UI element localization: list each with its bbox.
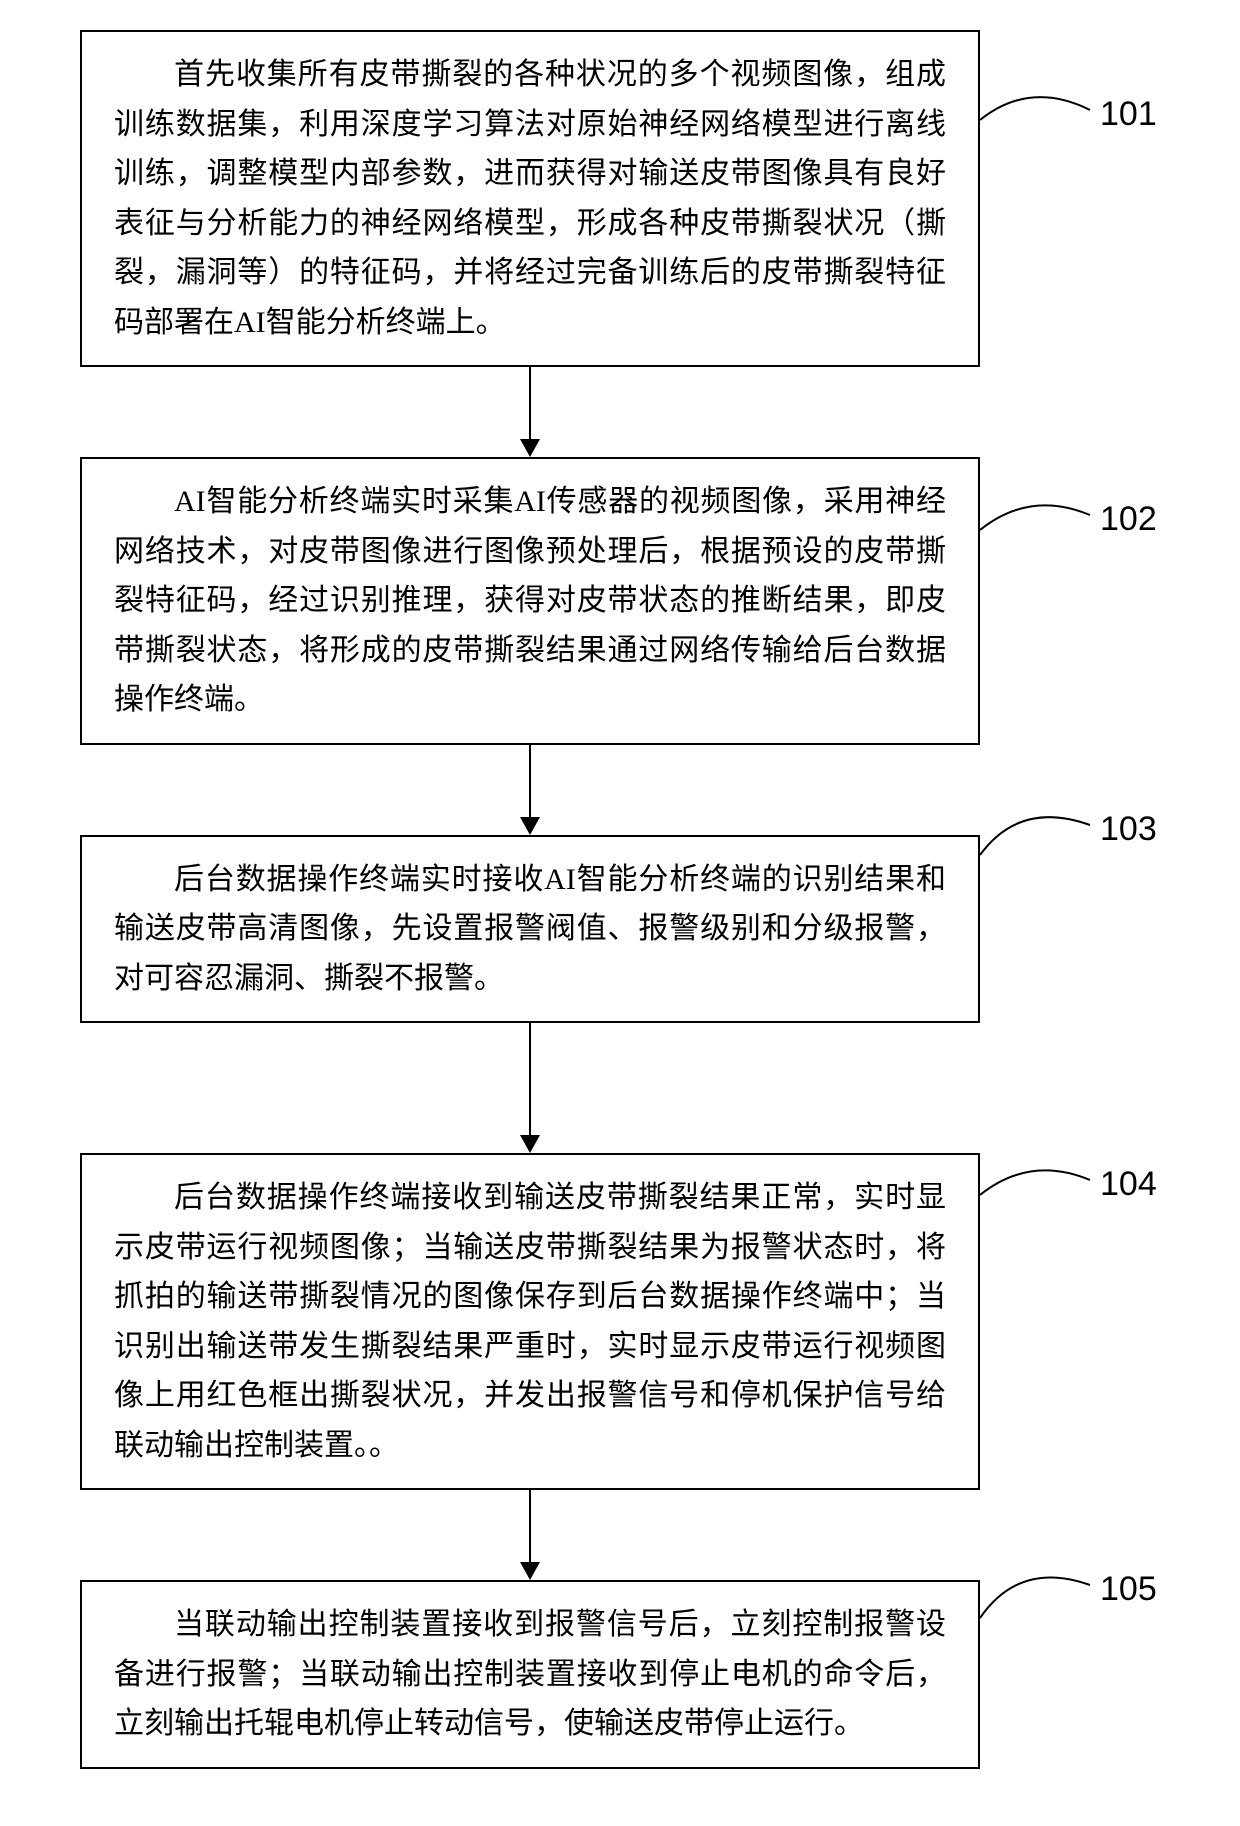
flowchart-node-104: 后台数据操作终端接收到输送皮带撕裂结果正常，实时显示皮带运行视频图像；当输送皮带…	[80, 1153, 980, 1490]
node-label-105: 105	[1100, 1570, 1157, 1609]
node-text: 首先收集所有皮带撕裂的各种状况的多个视频图像，组成训练数据集，利用深度学习算法对…	[114, 50, 946, 347]
node-text: 当联动输出控制装置接收到报警信号后，立刻控制报警设备进行报警；当联动输出控制装置…	[114, 1600, 946, 1749]
arrow-104-105	[80, 1490, 980, 1580]
node-label-103: 103	[1100, 810, 1157, 849]
node-label-104: 104	[1100, 1165, 1157, 1204]
flowchart-node-105: 当联动输出控制装置接收到报警信号后，立刻控制报警设备进行报警；当联动输出控制装置…	[80, 1580, 980, 1769]
node-label-102: 102	[1100, 500, 1157, 539]
flowchart-node-101: 首先收集所有皮带撕裂的各种状况的多个视频图像，组成训练数据集，利用深度学习算法对…	[80, 30, 980, 367]
flowchart-container: 首先收集所有皮带撕裂的各种状况的多个视频图像，组成训练数据集，利用深度学习算法对…	[80, 30, 1080, 1769]
arrow-101-102	[80, 367, 980, 457]
node-text: 后台数据操作终端接收到输送皮带撕裂结果正常，实时显示皮带运行视频图像；当输送皮带…	[114, 1173, 946, 1470]
arrow-102-103	[80, 745, 980, 835]
flowchart-node-103: 后台数据操作终端实时接收AI智能分析终端的识别结果和输送皮带高清图像，先设置报警…	[80, 835, 980, 1024]
node-text: 后台数据操作终端实时接收AI智能分析终端的识别结果和输送皮带高清图像，先设置报警…	[114, 855, 946, 1004]
node-label-101: 101	[1100, 95, 1157, 134]
flowchart-node-102: AI智能分析终端实时采集AI传感器的视频图像，采用神经网络技术，对皮带图像进行图…	[80, 457, 980, 745]
arrow-103-104	[80, 1023, 980, 1153]
node-text: AI智能分析终端实时采集AI传感器的视频图像，采用神经网络技术，对皮带图像进行图…	[114, 477, 946, 725]
